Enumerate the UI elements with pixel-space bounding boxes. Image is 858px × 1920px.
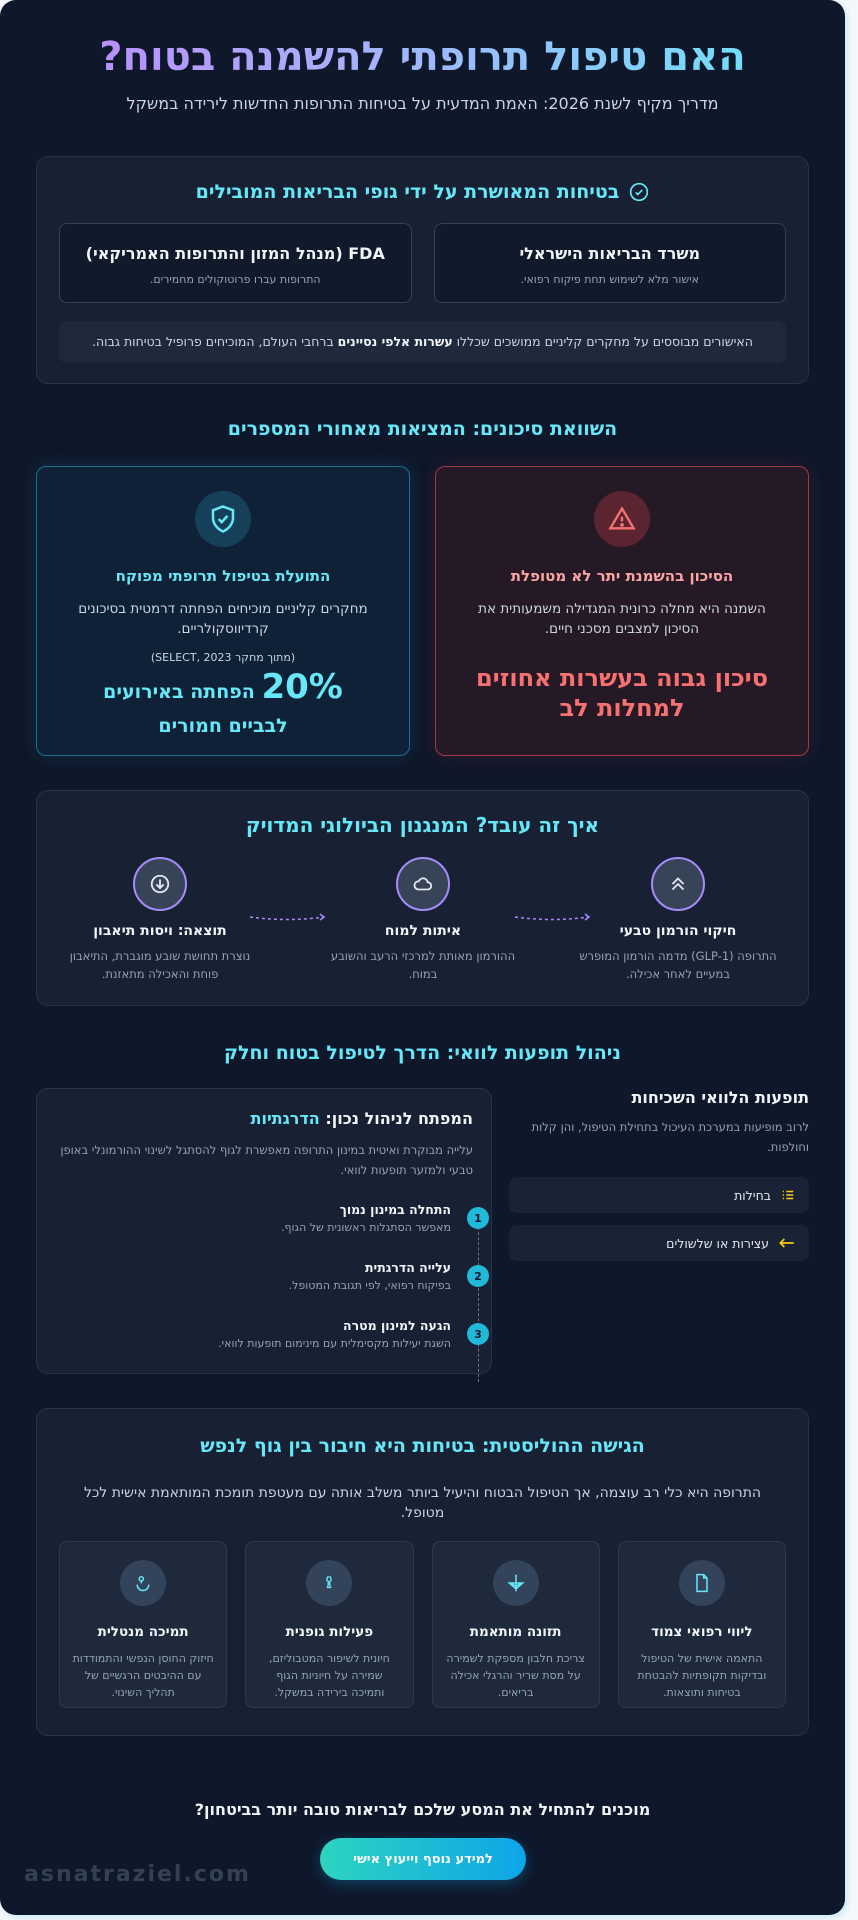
step-desc: השגת יעילות מקסימלית עם מינימום תופעות ל… (218, 1337, 451, 1350)
warning-triangle-icon (594, 491, 650, 547)
holistic-card-activity: פעילות גופנית חיונית לשיפור המטבוליזם, ש… (245, 1541, 414, 1708)
step-desc: בפיקוח רפואי, לפי תגובת המטופל. (288, 1279, 451, 1292)
arrow-down-circle-icon (133, 857, 187, 911)
benefit-title: התועלת בטיפול תרופתי מפוקח (115, 567, 331, 585)
cloud-icon (396, 857, 450, 911)
check-circle-icon (630, 182, 649, 202)
activity-icon (306, 1560, 353, 1606)
benefit-card: התועלת בטיפול תרופתי מפוקח מחקרים קליניי… (36, 466, 410, 756)
mechanism-section: איך זה עובד? המנגנון הביולוגי המדויק חיק… (36, 790, 809, 1006)
more-info-button[interactable]: למידע נוסף וייעוץ אישי (320, 1838, 526, 1880)
cta-question: מוכנים להתחיל את המסע שלכם לבריאות טובה … (194, 1800, 651, 1819)
mechanism-step: תוצאה: ויסות תיאבון נוצרת תחושת שובע מוג… (60, 857, 260, 983)
authority-title: משרד הבריאות הישראלי (519, 244, 701, 263)
holistic-card-nutrition: תזונה מותאמת צריכת חלבון מספקת לשמירה על… (431, 1541, 600, 1708)
mechanism-step: חיקוי הורמון טבעי התרופה (GLP-1) מדמה הו… (578, 857, 778, 983)
holistic-section: הגישה ההוליסטית: בטיחות היא חיבור בין גו… (36, 1408, 809, 1736)
holistic-title: הגישה ההוליסטית: בטיחות היא חיבור בין גו… (200, 1435, 645, 1457)
timeline-step: 2 עלייה הדרגתית בפיקוח רפואי, לפי תגובת … (55, 1260, 489, 1318)
step-desc: התרופה (GLP-1) מדמה הורמון המופרש במעיים… (579, 949, 777, 981)
authority-title: FDA (מנהל המזון והתרופות האמריקאי) (85, 244, 385, 263)
step-title: התחלה במינון נמוך (339, 1202, 451, 1217)
common-side-effects: תופעות הלוואי השכיחות לרוב מופיעות במערכ… (509, 1088, 809, 1261)
step-title: הגעה למינון מטרה (343, 1318, 451, 1333)
step-number-badge: 2 (467, 1265, 489, 1287)
approval-note: האישורים מבוססים על מחקרים קליניים ממושכ… (59, 321, 786, 363)
side-effect-nausea: בחילות (509, 1177, 809, 1213)
common-desc: לרוב מופיעות במערכת העיכול בתחילת הטיפול… (531, 1120, 809, 1154)
step-title: תוצאה: ויסות תיאבון (93, 923, 227, 939)
risk-title: הסיכון בהשמנת יתר לא מטופלת (510, 567, 734, 585)
approval-title-row: בטיחות המאושרת על ידי גופי הבריאות המובי… (37, 181, 808, 203)
step-title: איתות למוח (384, 923, 462, 939)
dosage-key-title: המפתח לניהול נכון: הדרגתיות (55, 1109, 473, 1128)
approval-title: בטיחות המאושרת על ידי גופי הבריאות המובי… (195, 181, 620, 203)
risk-stat: סיכון גבוה בעשרות אחוזים למחלות לב (475, 664, 769, 722)
step-number-badge: 3 (467, 1323, 489, 1345)
dosage-key-card: המפתח לניהול נכון: הדרגתיות עלייה מבוקרת… (36, 1088, 492, 1382)
step-number-badge: 1 (467, 1207, 489, 1229)
step-desc: מאפשר הסתגלות ראשונית של הגוף. (281, 1221, 451, 1234)
arrow-left-icon (779, 1238, 794, 1248)
page-title: האם טיפול תרופתי להשמנה בטוח? (0, 32, 845, 82)
benefit-stat: 20% הפחתה באירועים לבביים חמורים (87, 670, 359, 743)
card-desc: חיונית לשיפור המטבוליזם, שמירה על חיוניו… (268, 1652, 390, 1699)
side-effect-constipation: עצירות או שלשולים (509, 1225, 809, 1261)
hero: האם טיפול תרופתי להשמנה בטוח? מדריך מקיף… (0, 0, 845, 113)
card-desc: צריכת חלבון מספקת לשמירה על מסת שריר והר… (446, 1652, 585, 1699)
side-effects-title: ניהול תופעות לוואי: הדרך לטיפול בטוח וחל… (224, 1042, 621, 1064)
page-subtitle: מדריך מקיף לשנת 2026: האמת המדעית על בטי… (126, 94, 719, 113)
card-title: פעילות גופנית (285, 1624, 374, 1640)
card-desc: התאמה אישית של הטיפול ובדיקות תקופתיות ל… (637, 1652, 767, 1699)
comparison-title: השוואת סיכונים: המציאות מאחורי המספרים (227, 418, 618, 440)
risk-card: הסיכון בהשמנת יתר לא מטופלת השמנה היא מח… (435, 466, 809, 756)
mechanism-step: איתות למוח ההורמון מאותת למרכזי הרעב והש… (323, 857, 523, 983)
holistic-lead: התרופה היא כלי רב עוצמה, אך הטיפול הבטוח… (83, 1485, 762, 1521)
approval-section: בטיחות המאושרת על ידי גופי הבריאות המובי… (36, 156, 809, 384)
step-desc: נוצרת תחושת שובע מוגברת, התיאבון פוחת וה… (69, 949, 251, 981)
dotted-arrow-icon (514, 913, 591, 921)
authority-card-fda: FDA (מנהל המזון והתרופות האמריקאי) התרופ… (59, 223, 412, 303)
list-icon (782, 1190, 794, 1200)
benefit-desc: מחקרים קליניים מוכיחים הפחתה דרמטית בסיכ… (78, 601, 368, 637)
holistic-card-mental: תמיכה מנטלית חיזוק החוסן הנפשי והתמודדות… (59, 1541, 228, 1708)
title-prefix: המפתח לניהול נכון: (319, 1109, 473, 1128)
card-title: ליווי רפואי צמוד (651, 1624, 753, 1640)
nutrition-icon (492, 1560, 539, 1606)
note-bold: עשרות אלפי נסיינים (337, 334, 453, 349)
timeline-step: 3 הגעה למינון מטרה השגת יעילות מקסימלית … (55, 1318, 489, 1376)
timeline-step: 1 התחלה במינון נמוך מאפשר הסתגלות ראשוני… (55, 1202, 489, 1260)
timeline-line (478, 1212, 479, 1382)
card-title: תזונה מותאמת (469, 1624, 562, 1640)
shield-check-icon (195, 491, 251, 547)
site-watermark: asnatraziel.com (24, 1862, 251, 1887)
mechanism-title: איך זה עובד? המנגנון הביולוגי המדויק (245, 813, 600, 837)
authority-desc: אישור מלא לשימוש תחת פיקוח רפואי. (520, 273, 700, 286)
step-desc: ההורמון מאותת למרכזי הרעב והשובע במוח. (330, 949, 516, 981)
card-desc: חיזוק החוסן הנפשי והתמודדות עם ההיבטים ה… (72, 1652, 214, 1699)
note-text: ברחבי העולם, המוכיחים פרופיל בטיחות גבוה… (92, 334, 338, 349)
document-icon (678, 1560, 725, 1606)
common-title: תופעות הלוואי השכיחות (631, 1088, 810, 1107)
side-effect-label: עצירות או שלשולים (666, 1235, 769, 1251)
authority-desc: התרופות עברו פרוטוקולים מחמירים. (149, 273, 321, 286)
note-text: האישורים מבוססים על מחקרים קליניים ממושכ… (452, 334, 753, 349)
risk-desc: השמנה היא מחלה כרונית המגדילה משמעותית א… (478, 601, 766, 637)
benefit-percent: 20% (261, 667, 343, 707)
benefit-stat-label: הפחתה באירועים לבביים חמורים (103, 681, 288, 737)
step-title: עלייה הדרגתית (365, 1260, 451, 1275)
authority-card-moh: משרד הבריאות הישראלי אישור מלא לשימוש תח… (433, 223, 786, 303)
chevrons-up-icon (651, 857, 705, 911)
title-accent: הדרגתיות (250, 1109, 320, 1128)
dosage-timeline: 1 התחלה במינון נמוך מאפשר הסתגלות ראשוני… (55, 1202, 489, 1382)
card-title: תמיכה מנטלית (97, 1624, 189, 1640)
dosage-key-desc: עלייה מבוקרת ואיטית במינון התרופה מאפשרת… (60, 1143, 473, 1177)
mind-support-icon (120, 1560, 167, 1606)
step-title: חיקוי הורמון טבעי (619, 923, 737, 939)
holistic-card-medical: ליווי רפואי צמוד התאמה אישית של הטיפול ו… (617, 1541, 786, 1708)
dotted-arrow-icon (249, 913, 326, 921)
benefit-source: (מתוך מחקר SELECT, 2023) (150, 651, 296, 664)
side-effect-label: בחילות (734, 1187, 771, 1203)
